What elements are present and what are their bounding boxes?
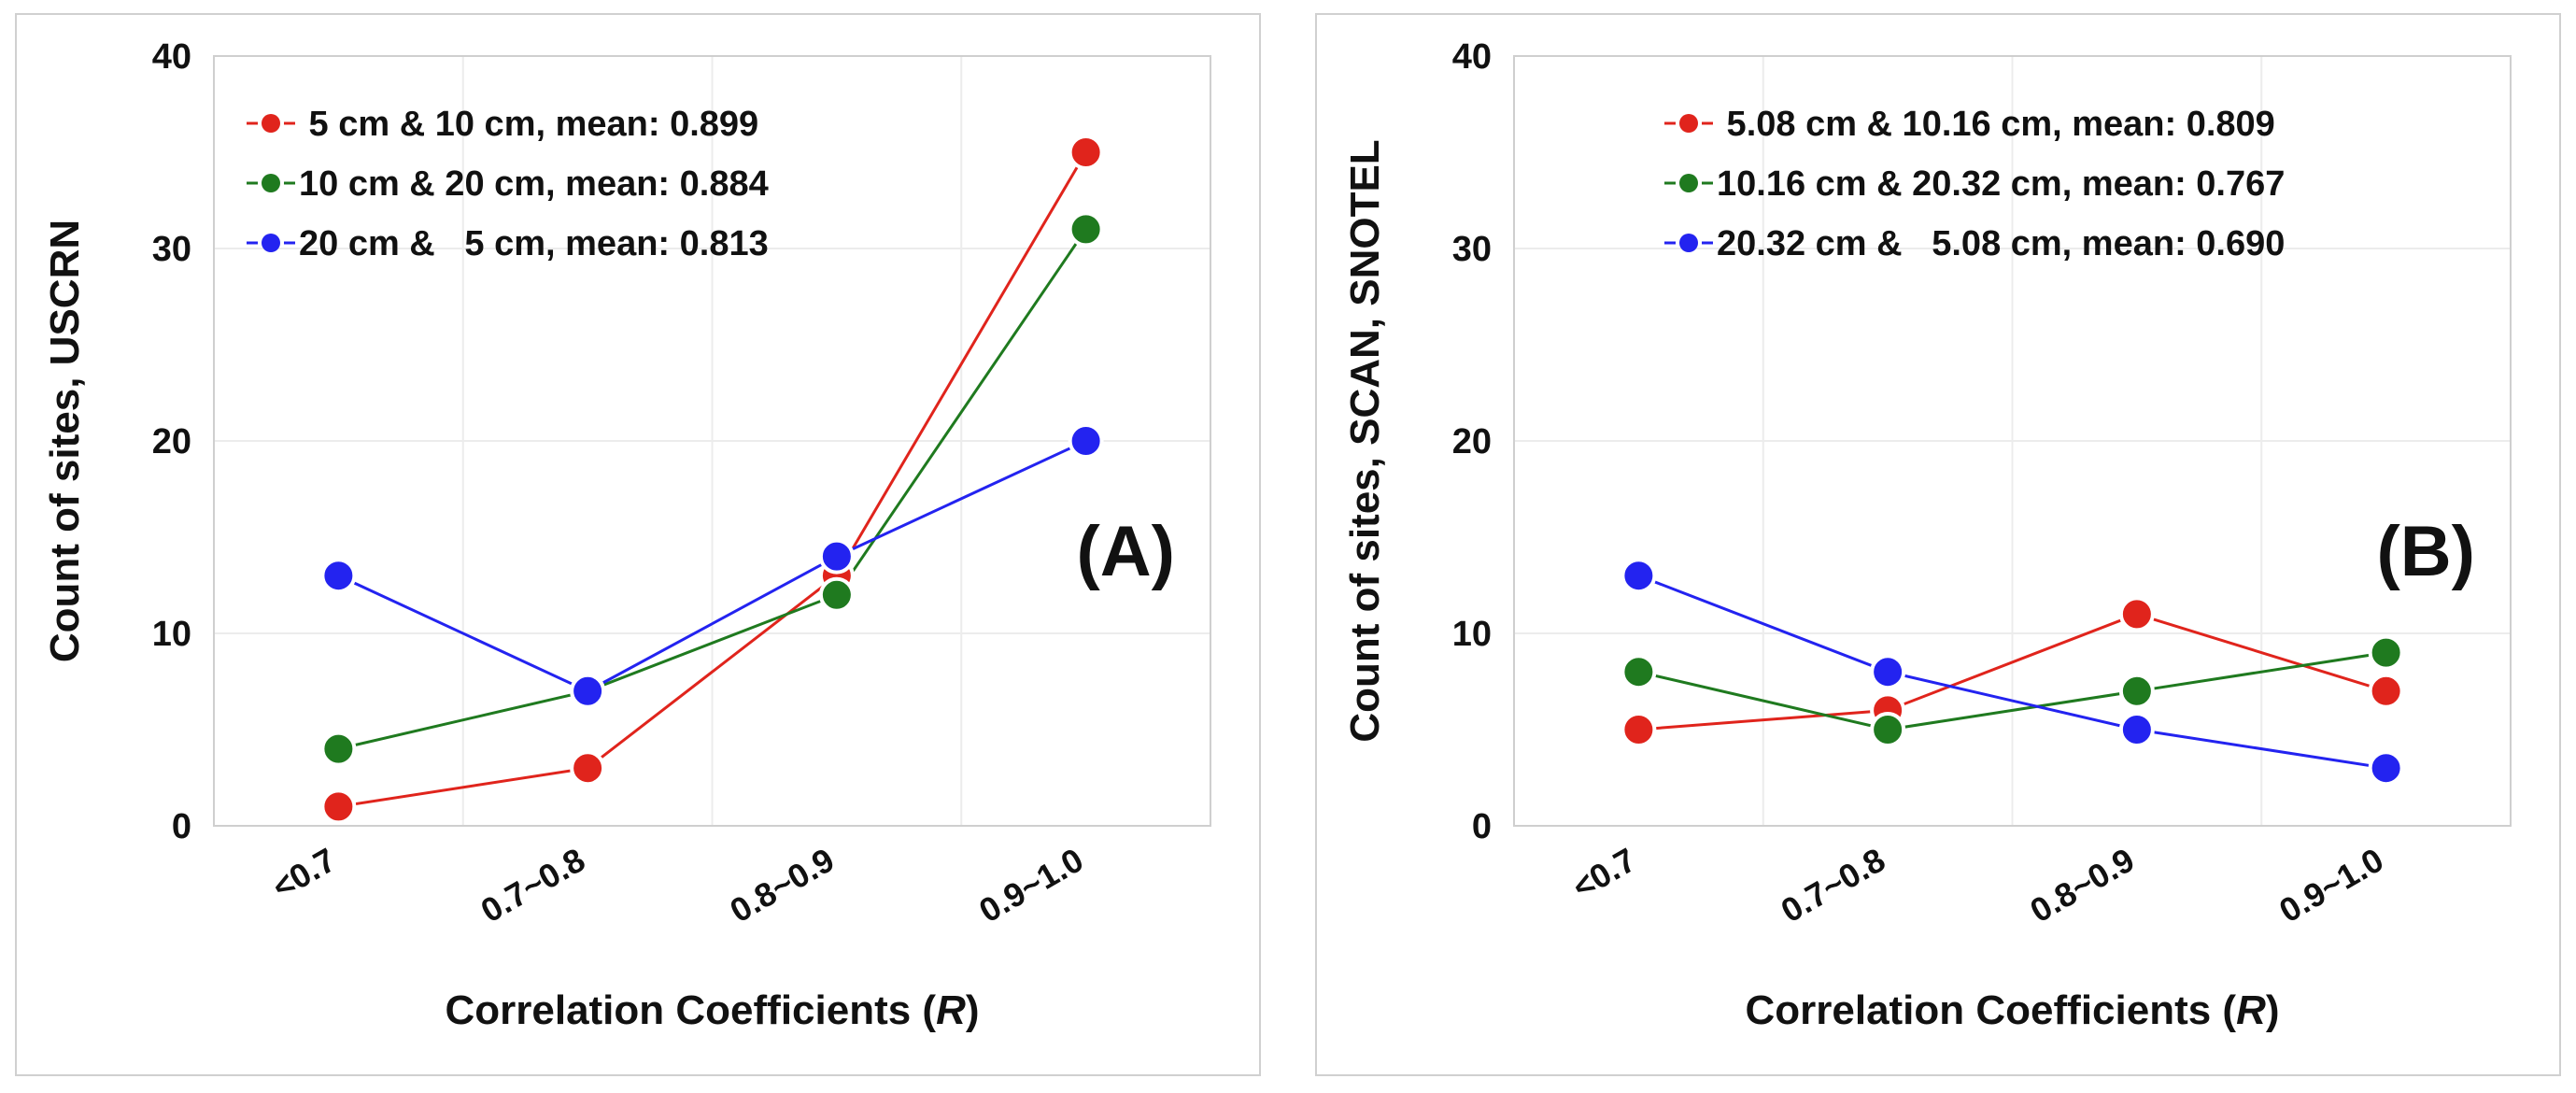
data-point [1068, 423, 1104, 459]
chart-panel-a: 0 10 20 30 40 <0.7 0.7~0.8 0.8~0.9 0.9~1.0 Count … [15, 13, 1261, 1076]
data-point [2368, 750, 2404, 787]
panel-label: (A) [1076, 512, 1175, 591]
data-point [818, 576, 855, 613]
data-point [2368, 673, 2404, 709]
x-tick-label: 0.8~0.9 [2023, 840, 2140, 930]
x-tick-label: 0.7~0.8 [474, 840, 591, 930]
legend-entry: 10 cm & 20 cm, mean: 0.884 [299, 164, 769, 204]
legend-marker [1679, 234, 1698, 252]
y-tick-label: 10 [1452, 615, 1492, 654]
series-line [1638, 612, 2387, 731]
plot-area-frame [213, 55, 1211, 827]
data-point [2118, 596, 2155, 632]
series-line [1637, 574, 2386, 770]
x-tick-label: 0.8~0.9 [723, 840, 840, 930]
data-point [1621, 654, 1657, 690]
legend-entry: 20 cm & 5 cm, mean: 0.813 [299, 224, 769, 263]
y-tick-label: 30 [1452, 230, 1492, 269]
legend-marker [262, 174, 280, 192]
legend-marker [1679, 174, 1698, 192]
data-point [2368, 634, 2404, 671]
y-tick-label: 0 [1472, 807, 1492, 846]
x-tick-label: 0.9~1.0 [972, 840, 1089, 930]
legend-entry: 10.16 cm & 20.32 cm, mean: 0.767 [1717, 164, 2285, 204]
data-point [320, 788, 357, 825]
data-point [1870, 712, 1906, 747]
data-point [570, 673, 606, 709]
x-tick-label: 0.9~1.0 [2272, 840, 2389, 930]
y-axis-label: Count of sites, SCAN, SNOTEL [1342, 139, 1388, 742]
legend-marker [1679, 114, 1698, 133]
y-tick-label: 40 [152, 37, 191, 77]
chart-panel-b: 0 10 20 30 40 <0.7 0.7~0.8 0.8~0.9 0.9~1.0 Count … [1315, 13, 2561, 1076]
data-point [818, 538, 855, 575]
x-tick-label: <0.7 [265, 840, 342, 906]
series-line [337, 439, 1087, 693]
data-point [320, 731, 357, 767]
data-point [2118, 712, 2155, 747]
legend-marker [262, 234, 280, 252]
y-axis-label: Count of sites, USCRN [42, 220, 88, 662]
data-point [320, 558, 357, 594]
legend-entry: 5 cm & 10 cm, mean: 0.899 [299, 105, 758, 144]
series-line [1638, 651, 2386, 731]
data-point [1621, 712, 1657, 747]
data-point [1068, 135, 1104, 170]
y-tick-label: 20 [152, 422, 191, 461]
series-line [338, 151, 1087, 808]
x-axis-label: Correlation Coefficients (R) [445, 987, 979, 1033]
chart-b-svg: 0 10 20 30 40 <0.7 0.7~0.8 0.8~0.9 0.9~1.0 Count … [1342, 37, 2512, 1033]
legend-marker [262, 114, 280, 133]
plot-area-frame [1513, 55, 2512, 827]
x-axis-label: Correlation Coefficients (R) [1745, 987, 2279, 1033]
data-point [1621, 558, 1657, 594]
data-point [570, 750, 606, 787]
series-line [338, 228, 1087, 751]
data-point [1870, 654, 1906, 690]
legend-entry: 20.32 cm & 5.08 cm, mean: 0.690 [1717, 224, 2285, 263]
y-tick-label: 10 [152, 615, 191, 654]
y-tick-label: 40 [1452, 37, 1492, 77]
x-tick-label: 0.7~0.8 [1775, 840, 1891, 930]
panel-label: (B) [2376, 512, 2475, 591]
data-point [1068, 211, 1104, 248]
y-tick-label: 30 [152, 230, 191, 269]
y-tick-label: 20 [1452, 422, 1492, 461]
data-point [2118, 673, 2155, 709]
y-tick-label: 0 [172, 807, 191, 846]
legend-entry: 5.08 cm & 10.16 cm, mean: 0.809 [1717, 105, 2275, 144]
x-tick-label: <0.7 [1565, 840, 1642, 906]
chart-a-svg: 0 10 20 30 40 <0.7 0.7~0.8 0.8~0.9 0.9~1.0 Count … [42, 37, 1211, 1033]
